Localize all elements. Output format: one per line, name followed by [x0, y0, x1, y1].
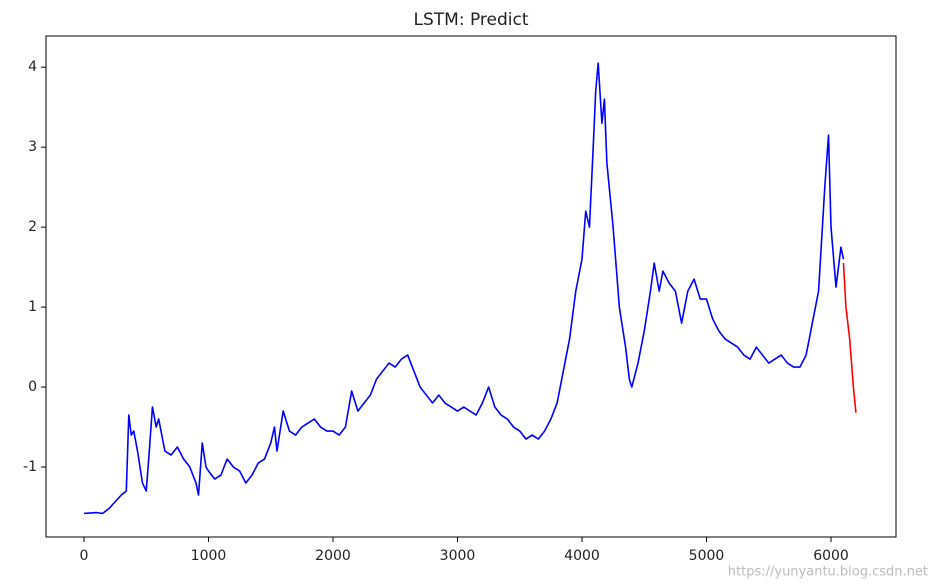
- y-tick-label: 4: [28, 59, 37, 75]
- x-tick-label: 6000: [813, 548, 849, 564]
- y-tick-label: 1: [28, 299, 37, 315]
- x-tick-label: 1000: [191, 548, 227, 564]
- plot-frame: [45, 35, 897, 538]
- x-tick-label: 0: [80, 548, 89, 564]
- y-tick-label: 2: [28, 219, 37, 235]
- line-series: [83, 62, 845, 515]
- y-tick-label: 3: [28, 139, 37, 155]
- x-tick-label: 4000: [564, 548, 600, 564]
- watermark: https://yunyantu.blog.csdn.net: [728, 565, 928, 580]
- y-tick-label: 0: [28, 379, 37, 395]
- x-tick-label: 2000: [315, 548, 351, 564]
- line-series: [842, 263, 857, 413]
- chart-title: LSTM: Predict: [414, 10, 529, 30]
- x-tick-label: 3000: [440, 548, 476, 564]
- y-tick-label: -1: [23, 459, 37, 475]
- x-tick-label: 5000: [689, 548, 725, 564]
